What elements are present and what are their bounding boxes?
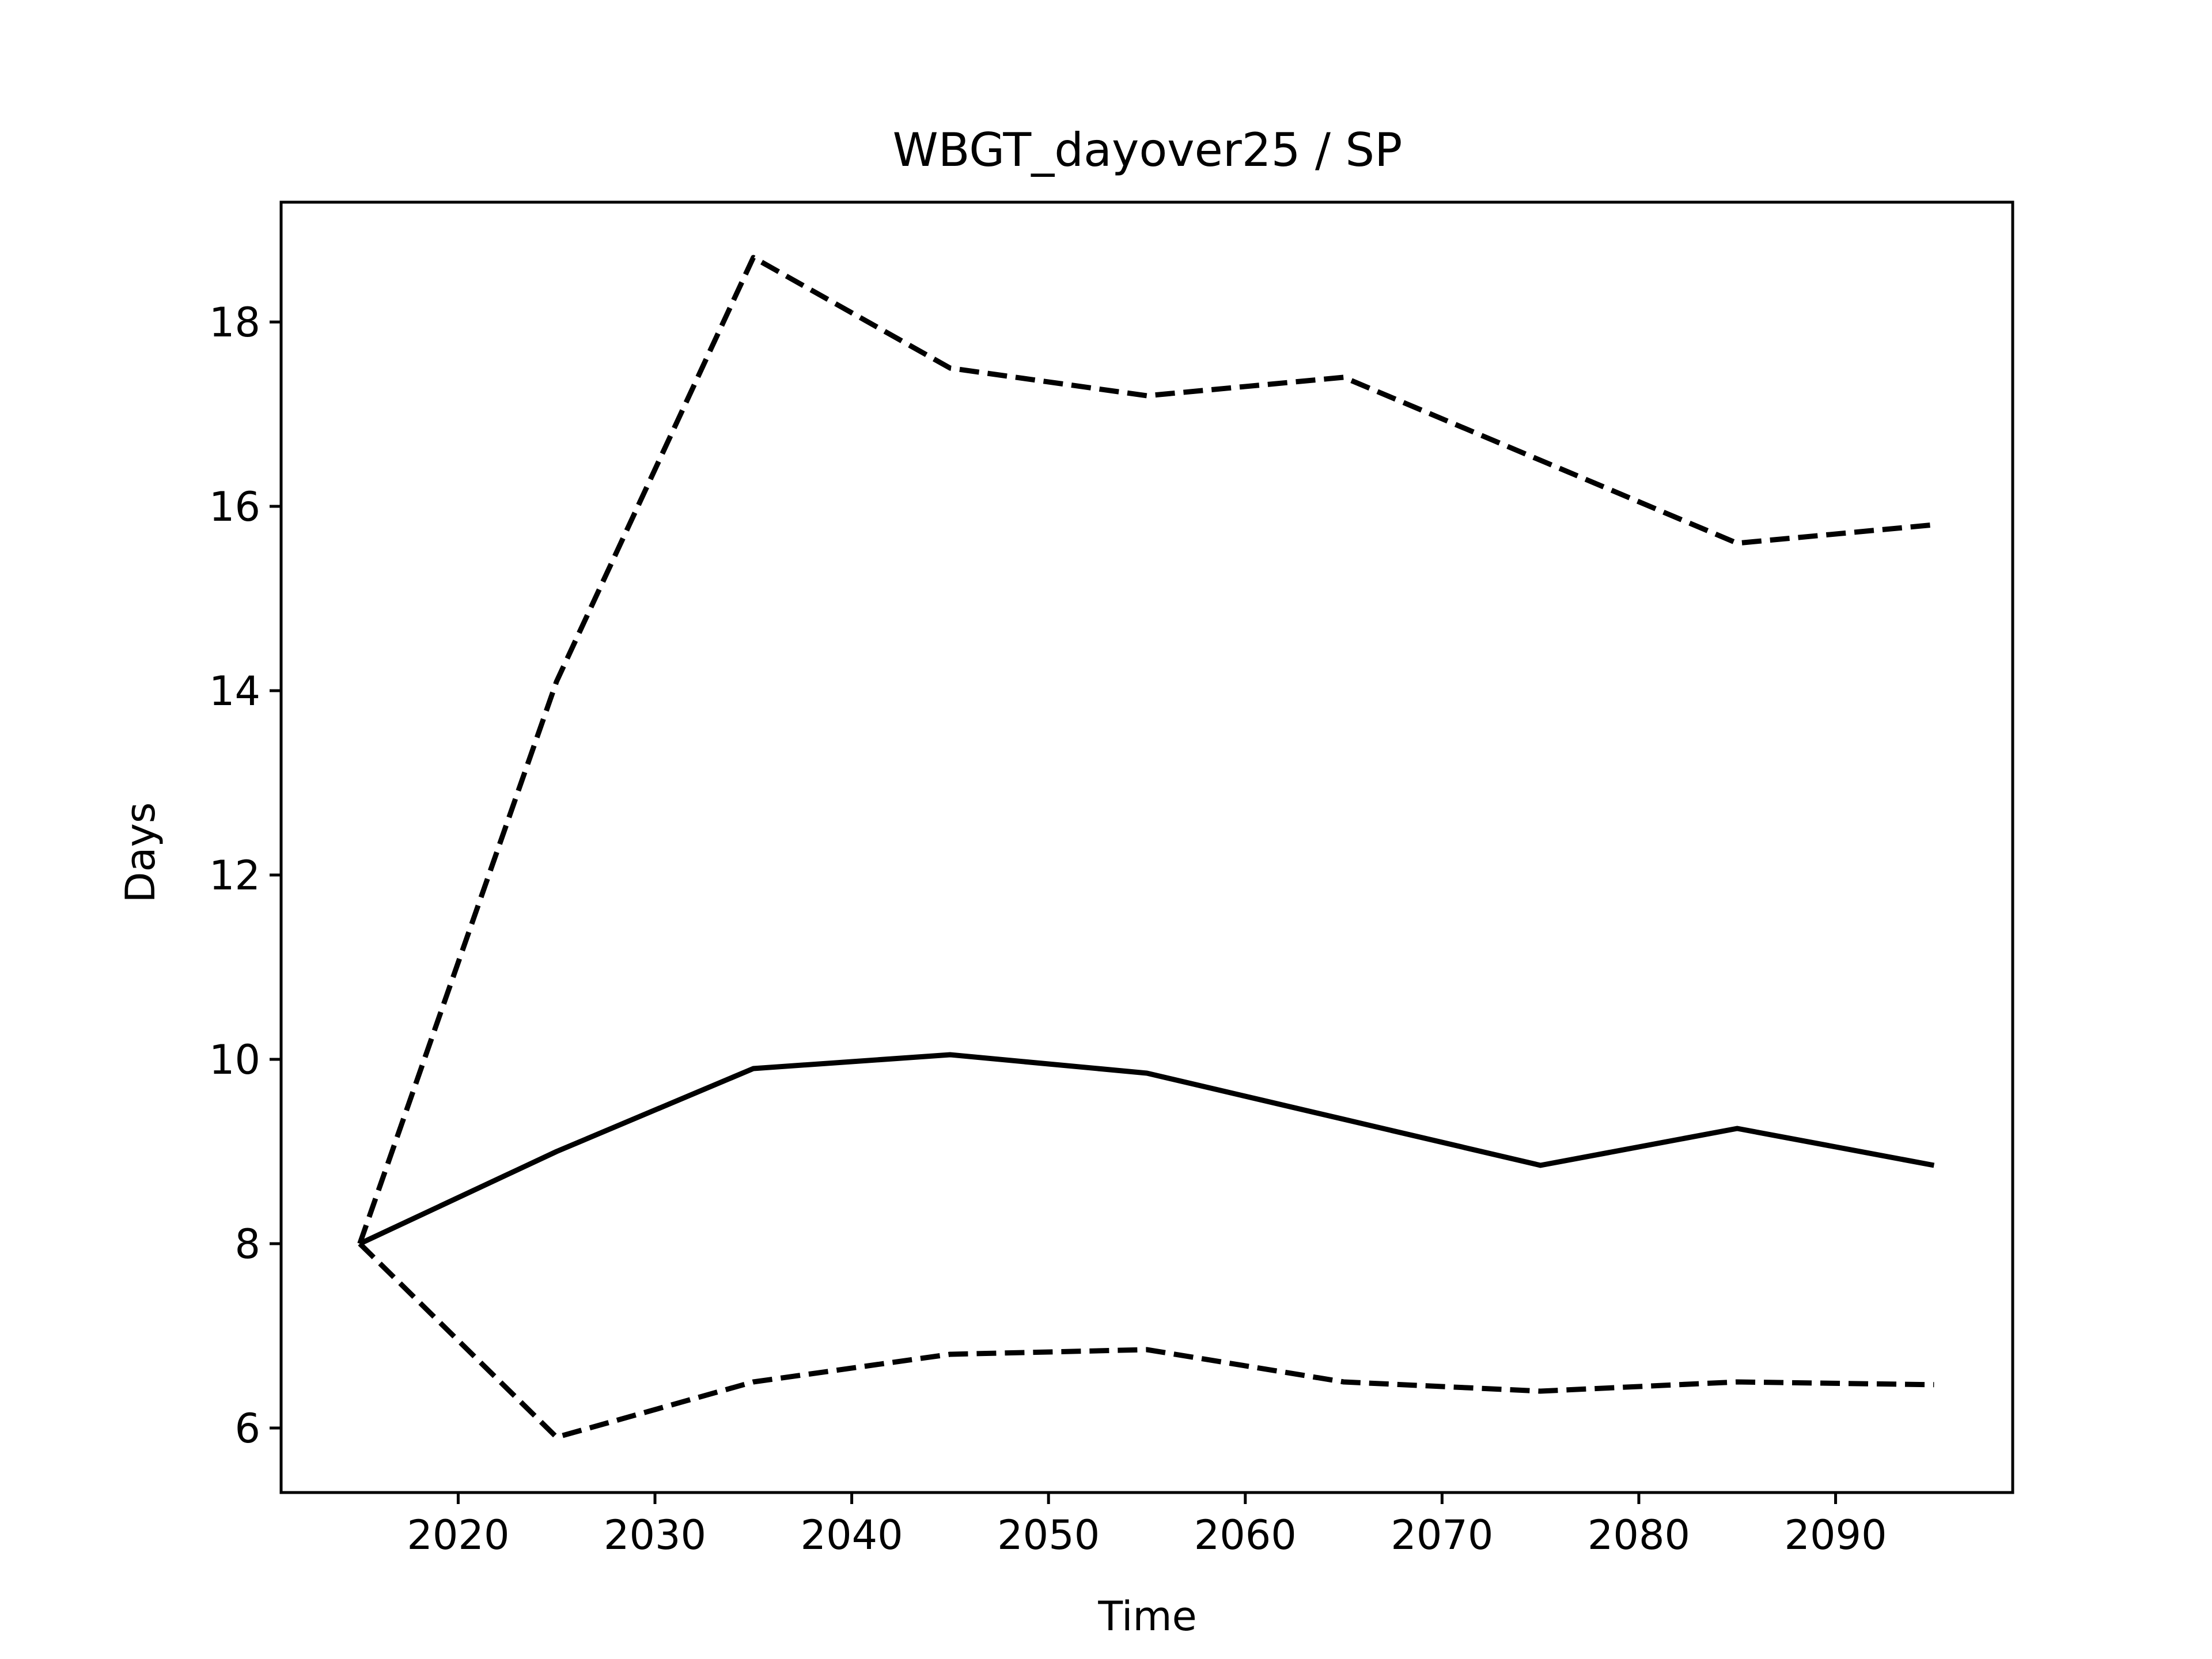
y-tick-label: 12	[209, 852, 260, 899]
x-tick-label: 2020	[407, 1512, 509, 1559]
x-tick-label: 2030	[604, 1512, 706, 1559]
x-tick-label: 2060	[1194, 1512, 1297, 1559]
series-line-3	[358, 1241, 1934, 1440]
x-tick-label: 2070	[1391, 1512, 1493, 1559]
y-axis: 6 8 10 12 14 16 18	[209, 299, 281, 1452]
y-tick-label: 8	[234, 1221, 260, 1268]
chart-marks	[357, 255, 1935, 1440]
y-tick-label: 16	[209, 483, 260, 531]
x-tick-label: 2050	[997, 1512, 1100, 1559]
y-tick-label: 18	[209, 299, 260, 346]
y-tick-label: 10	[209, 1036, 260, 1084]
x-tick-label: 2080	[1588, 1512, 1690, 1559]
series-line-1	[357, 255, 1934, 1245]
x-axis-label: Time	[1097, 1593, 1196, 1640]
y-axis-label: Days	[117, 802, 164, 903]
x-tick-label: 2090	[1784, 1512, 1887, 1559]
y-tick-label: 6	[234, 1405, 260, 1452]
chart-title: WBGT_dayover25 / SP	[893, 123, 1403, 177]
series-line-2	[358, 1052, 1935, 1247]
x-axis: 2020 2030 2040 2050 2060 2070 2080 2090	[407, 1493, 1887, 1559]
y-tick-label: 14	[209, 668, 260, 715]
plot-frame	[279, 200, 2014, 1494]
x-tick-label: 2040	[801, 1512, 903, 1559]
